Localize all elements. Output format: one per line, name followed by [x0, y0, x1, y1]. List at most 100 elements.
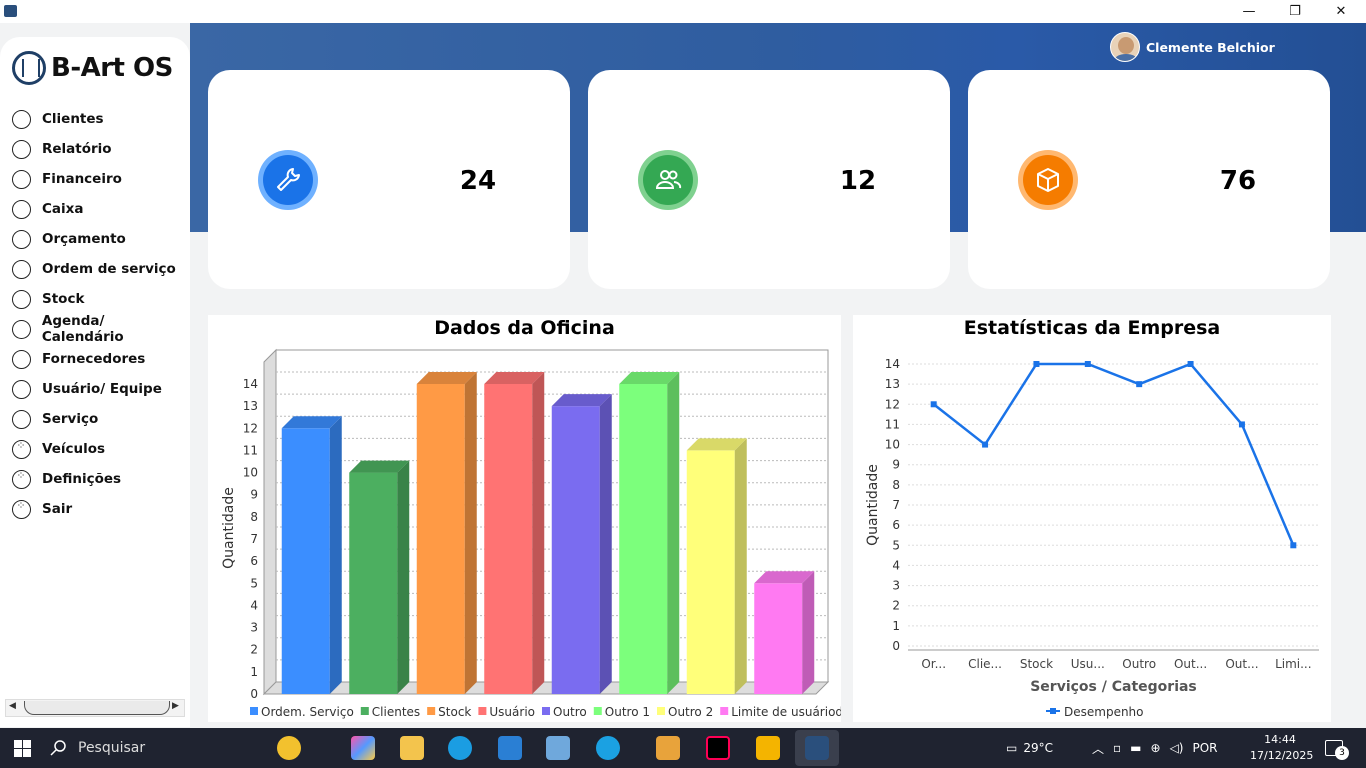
sidebar-item-label: Ordem de serviço [42, 261, 176, 277]
x-tick-label: Limi... [1275, 657, 1312, 671]
app-icon-generic[interactable] [546, 736, 570, 760]
bar-top [686, 438, 747, 451]
series-line [932, 362, 1295, 546]
clock-time: 14:44 [1264, 733, 1296, 746]
y-tick-label: 13 [243, 399, 258, 413]
weather-temp: 29°C [1023, 741, 1053, 755]
user-profile[interactable]: Clemente Belchior [1110, 32, 1275, 62]
sidebar-item[interactable]: Ordem de serviço [12, 254, 190, 284]
bar-side [397, 460, 410, 694]
y-tick-label: 4 [892, 558, 900, 572]
y-tick-label: 7 [250, 532, 258, 546]
scroll-right-icon[interactable]: ▶ [172, 701, 179, 711]
vscode-icon[interactable] [498, 736, 522, 760]
sidebar-item[interactable]: Caixa [12, 194, 190, 224]
x-tick-label: Or... [921, 657, 946, 671]
y-tick-label: 5 [250, 576, 258, 590]
network-icon[interactable]: ⊕ [1150, 741, 1161, 755]
bar-side [667, 372, 680, 694]
sidebar-item[interactable]: Orçamento [12, 224, 190, 254]
close-button[interactable]: ✕ [1335, 4, 1347, 19]
sidebar-item[interactable]: Veículos [12, 434, 190, 464]
language-indicator[interactable]: POR [1192, 741, 1218, 755]
volume-icon[interactable]: ◁) [1169, 741, 1184, 755]
data-point [1187, 361, 1194, 367]
circle-icon [12, 349, 31, 369]
bar-top [281, 416, 342, 429]
stat-card-services[interactable]: 24 [208, 70, 570, 289]
y-tick-label: 0 [892, 639, 900, 653]
intellij-icon[interactable] [706, 736, 730, 760]
battery-icon[interactable]: ▬ [1130, 741, 1142, 755]
y-tick-label: 5 [892, 538, 900, 552]
bar [551, 406, 600, 694]
scroll-left-icon[interactable]: ◀ [9, 701, 16, 711]
sidebar-item-label: Serviço [42, 411, 99, 427]
maximize-button[interactable]: ❐ [1289, 4, 1301, 19]
sidebar-item-label: Veículos [42, 441, 106, 457]
sidebar-item[interactable]: Fornecedores [12, 344, 190, 374]
sidebar-item[interactable]: Clientes [12, 104, 190, 134]
scrollbar-thumb[interactable] [24, 701, 170, 715]
y-tick-label: 0 [250, 687, 258, 701]
file-explorer-icon[interactable] [400, 736, 424, 760]
bar-top [551, 394, 612, 407]
bar [281, 428, 330, 694]
bar-side [599, 394, 612, 694]
copilot-spark-icon[interactable] [277, 736, 301, 760]
sidebar-item[interactable]: Agenda/ Calendário [12, 313, 190, 345]
title-bar: — ❐ ✕ [0, 0, 1366, 23]
sidebar-item-label: Fornecedores [42, 351, 146, 367]
taskbar-search[interactable]: Pesquisar [50, 728, 145, 768]
bar-top [484, 372, 545, 384]
circle-icon [12, 289, 31, 309]
box-icon [1018, 150, 1078, 210]
y-tick-label: 9 [892, 458, 900, 472]
edge-icon[interactable] [448, 736, 472, 760]
sidebar-item[interactable]: Relatório [12, 134, 190, 164]
stat-card-stock[interactable]: 76 [968, 70, 1330, 289]
minimize-button[interactable]: — [1242, 4, 1256, 19]
data-point [930, 401, 937, 408]
circle-icon [12, 319, 31, 339]
sidebar-item-label: Orçamento [42, 231, 126, 247]
legend-label: Clientes [372, 705, 420, 719]
chevron-up-icon[interactable]: ︿ [1092, 741, 1105, 756]
data-point [982, 441, 989, 448]
box-app-icon[interactable] [756, 736, 780, 760]
legend-swatch [360, 707, 369, 715]
clock[interactable]: 14:44 17/12/2025 [1250, 732, 1313, 764]
y-tick-label: 11 [243, 443, 258, 457]
b-art-os-icon[interactable] [805, 736, 829, 760]
logo-text: B-Art OS [51, 53, 173, 83]
sidebar: B-Art OS Clientes Relatório Financeiro Caix… [0, 37, 190, 727]
sidebar-item-label: Financeiro [42, 171, 122, 187]
x-axis-label: Serviços / Categorias [1030, 679, 1197, 695]
app-icon-blue[interactable] [596, 736, 620, 760]
stat-card-clients[interactable]: 12 [588, 70, 950, 289]
legend-swatch [542, 707, 550, 715]
windows-start-icon[interactable] [14, 740, 31, 757]
sidebar-item[interactable]: Serviço [12, 404, 190, 434]
sidebar-item[interactable]: Sair [12, 494, 190, 524]
weather-icon: ▭ [1006, 741, 1018, 755]
sidebar-item-label: Caixa [42, 201, 84, 217]
media-player-icon[interactable] [656, 736, 680, 760]
x-tick-label: Usu... [1071, 657, 1105, 671]
weather-widget[interactable]: ▭ 29°C [1006, 728, 1053, 768]
sidebar-item[interactable]: Definições [12, 464, 190, 494]
sidebar-item[interactable]: Stock [12, 284, 190, 314]
bar [619, 384, 668, 694]
bar [416, 384, 465, 694]
y-tick-label: 13 [885, 377, 900, 391]
sidebar-item[interactable]: Usuário/ Equipe [12, 374, 190, 404]
legend-swatch [1050, 708, 1056, 714]
horizontal-scrollbar[interactable]: ◀ ▶ [5, 699, 185, 717]
meet-icon[interactable]: ▫ [1113, 741, 1122, 755]
y-tick-label: 8 [892, 478, 900, 492]
bar [349, 472, 398, 694]
sidebar-item[interactable]: Financeiro [12, 164, 190, 194]
copilot-icon[interactable] [351, 736, 375, 760]
